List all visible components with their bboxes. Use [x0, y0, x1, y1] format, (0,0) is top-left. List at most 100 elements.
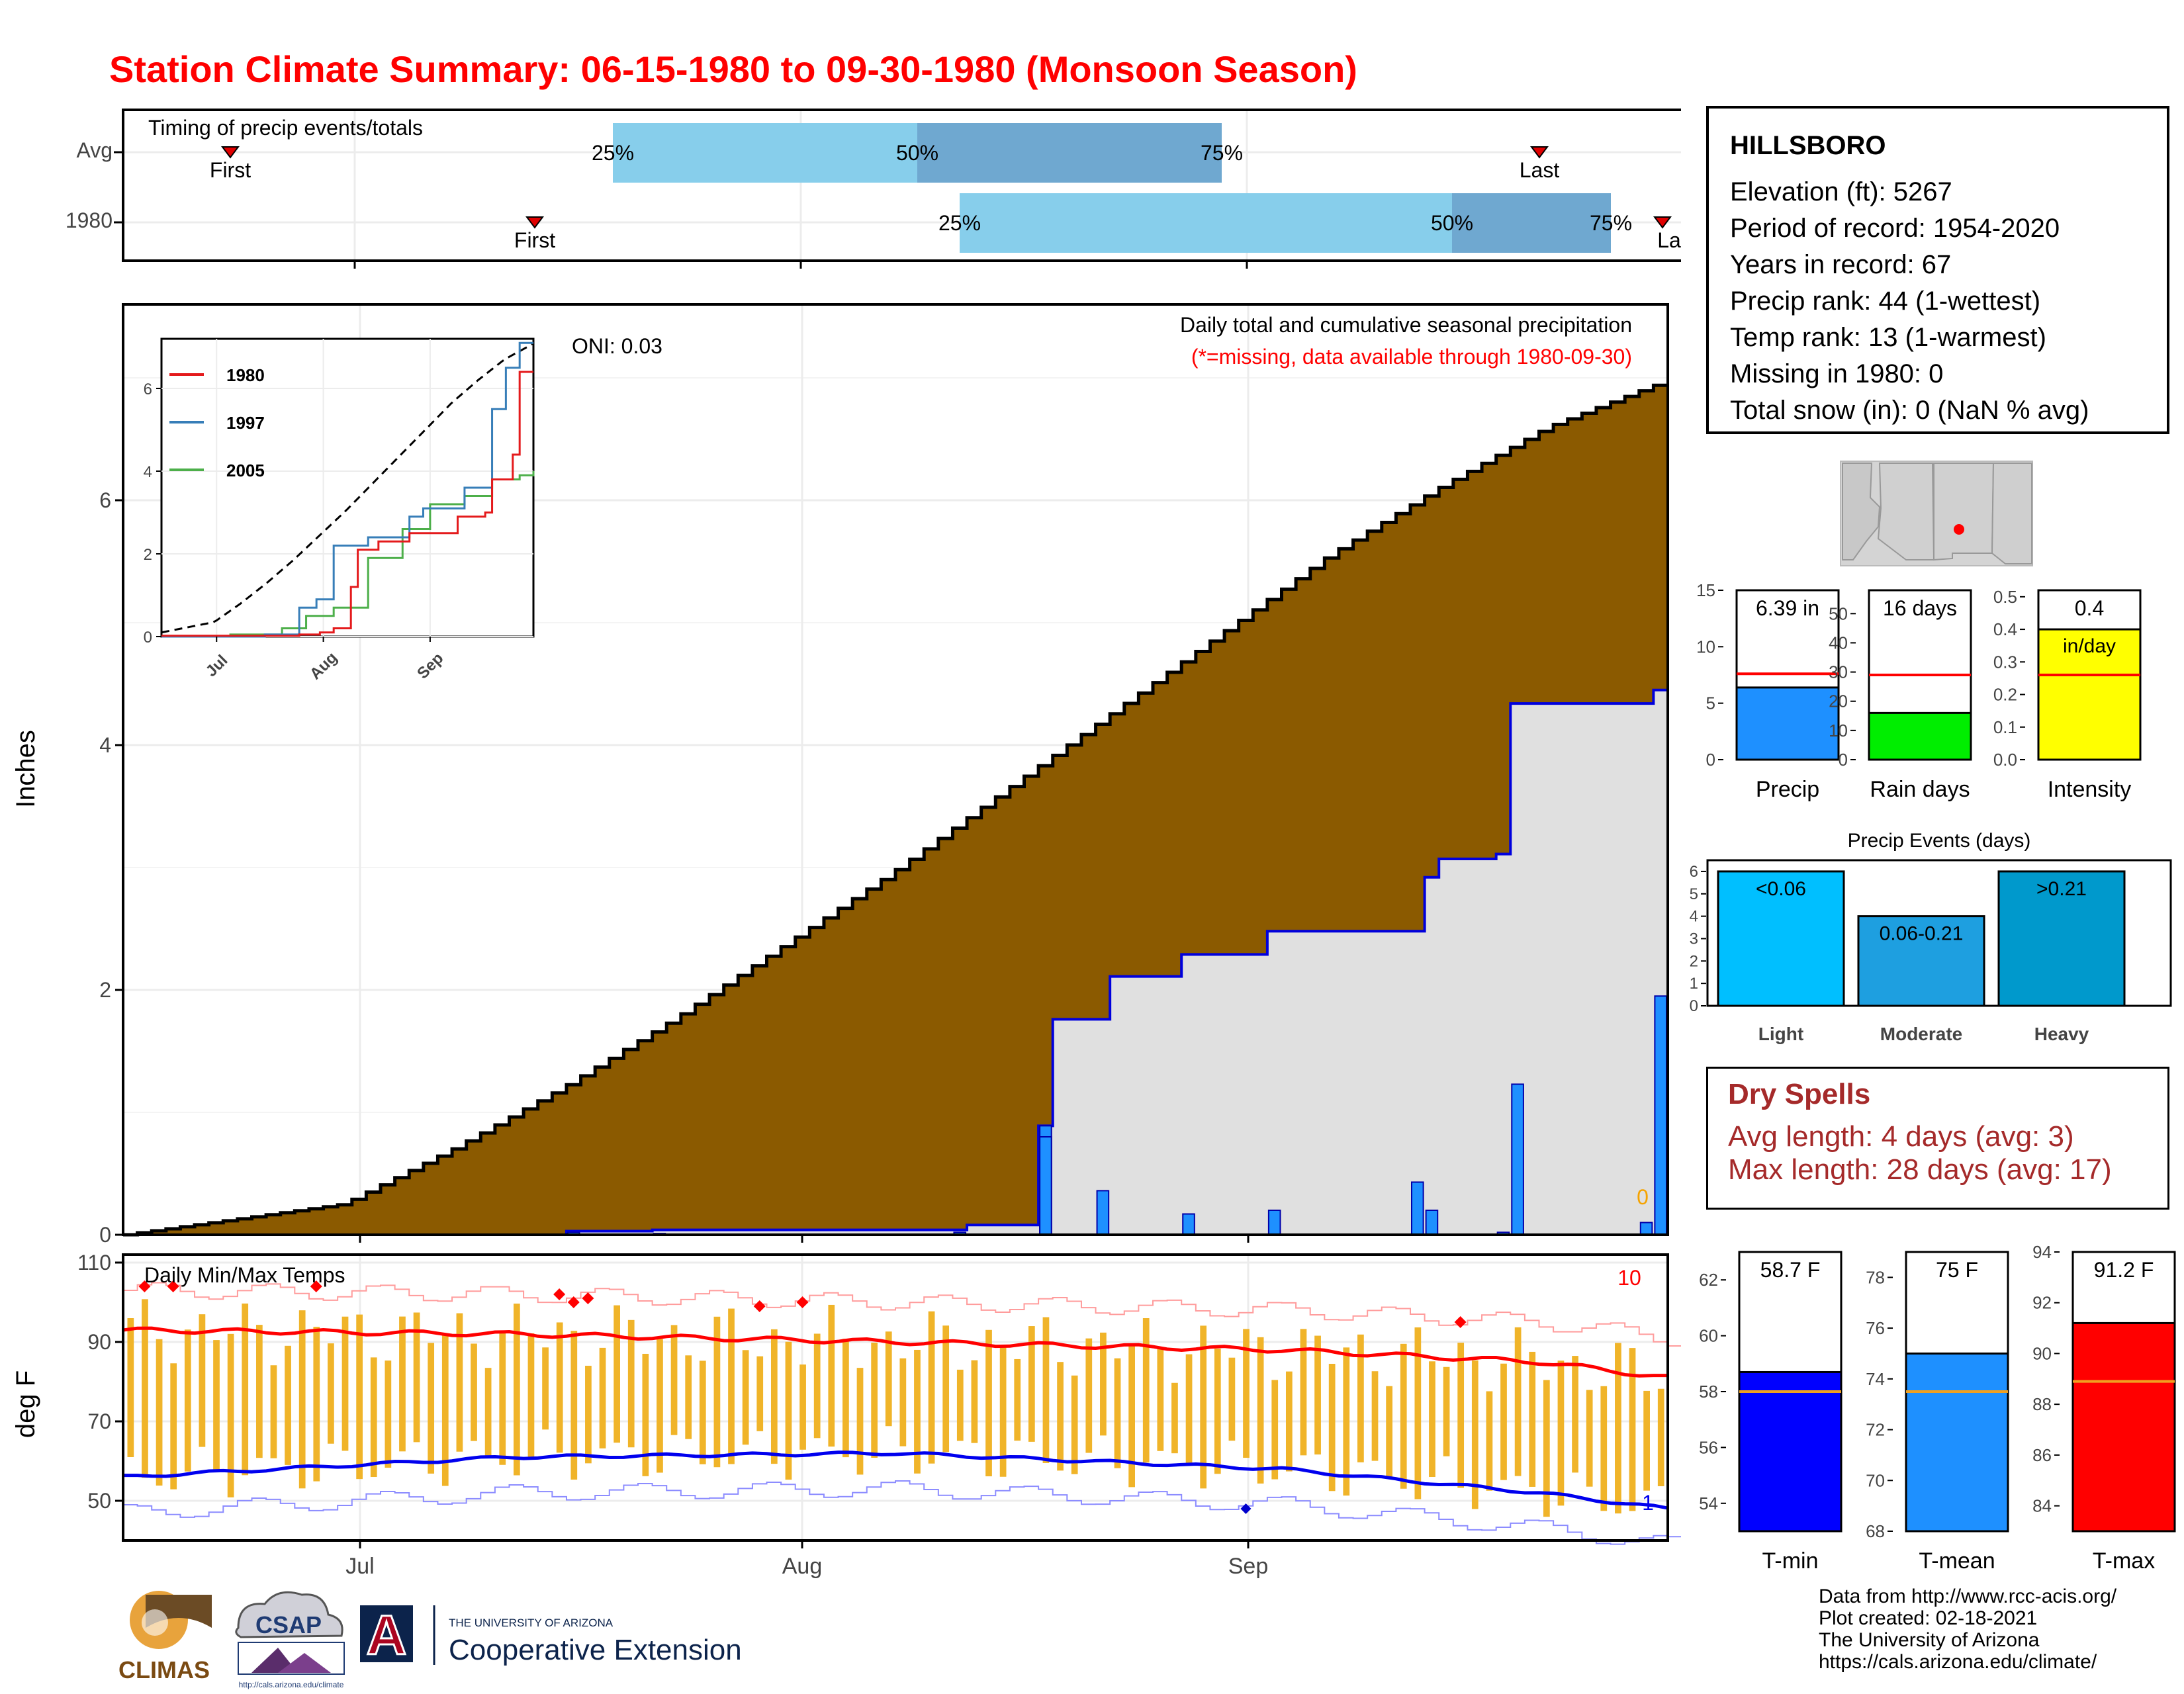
- daily-temp-bar: [813, 1333, 821, 1439]
- tmin-tick-label: 62: [1699, 1270, 1718, 1290]
- daily-temp-bar: [1300, 1329, 1307, 1456]
- tmax-avg-line: [122, 1326, 1668, 1378]
- timing-row-1980: 1980: [66, 208, 113, 232]
- inset-chart: 0 2 4 6 Jul Aug Sep 1980 1997 2005: [144, 337, 535, 683]
- y-tick-label: 0: [99, 1223, 111, 1247]
- avg-last-marker-icon: [1530, 146, 1549, 159]
- precip-chart-title: Daily total and cumulative seasonal prec…: [1180, 313, 1632, 337]
- daily-temp-bar: [471, 1343, 477, 1441]
- record-high-count: 10: [1617, 1266, 1641, 1290]
- daily-temp-bar: [1371, 1371, 1379, 1461]
- daily-precip-bar: [1267, 1210, 1281, 1235]
- station-info-box: HILLSBORO Elevation (ft): 5267 Period of …: [1706, 106, 2169, 434]
- daily-temp-bar: [756, 1356, 764, 1431]
- tmean-tick-label: 76: [1866, 1318, 1885, 1338]
- daily-temp-bar: [685, 1355, 692, 1439]
- daily-temp-bar: [1200, 1325, 1207, 1489]
- daily-temp-bar: [356, 1314, 363, 1480]
- logos: CLIMAS CSAP http://cals.arizona.edu/clim…: [118, 1591, 742, 1689]
- intensity-value: 0.4: [2075, 596, 2104, 620]
- daily-temp-bar: [1285, 1371, 1293, 1472]
- inset-x-label: Sep: [414, 649, 447, 682]
- tmax-tick-label: 86: [2032, 1445, 2052, 1465]
- daily-precip-bar: [1654, 995, 1668, 1235]
- daily-temp-bar: [742, 1350, 749, 1445]
- record-high-marker-icon: [1454, 1316, 1467, 1328]
- tmax-tick-label: 88: [2032, 1394, 2052, 1414]
- daily-temp-bar: [1500, 1363, 1507, 1480]
- ua-logo: A THE UNIVERSITY OF ARIZONA Cooperative …: [360, 1603, 742, 1668]
- tmean-bar: [1905, 1352, 2009, 1533]
- events-title: Precip Events (days): [1848, 830, 2031, 852]
- tmean-tick-label: 78: [1866, 1267, 1885, 1287]
- intensity-tick-label: 0.3: [1993, 652, 2017, 672]
- yr-range-bar: [960, 193, 1452, 253]
- daily-temp-bar: [1328, 1364, 1336, 1492]
- daily-temp-bar: [614, 1305, 620, 1443]
- station-info-line: Temp rank: 13 (1-warmest): [1730, 323, 2046, 352]
- daily-temp-bar: [1414, 1327, 1422, 1499]
- daily-temp-bar: [328, 1343, 334, 1444]
- daily-temp-bar: [828, 1304, 835, 1447]
- daily-temp-bar: [1257, 1337, 1264, 1484]
- daily-temp-bar: [1042, 1317, 1050, 1463]
- daily-precip-bar: [1511, 1083, 1524, 1235]
- daily-temp-bar: [499, 1330, 506, 1465]
- inset-y-label: 4: [144, 463, 152, 481]
- record-high-marker-icon: [167, 1280, 179, 1292]
- inset-y-label: 2: [144, 546, 152, 564]
- daily-temp-bar: [313, 1327, 320, 1482]
- daily-temp-bar: [428, 1343, 435, 1474]
- avg-pct-25: 25%: [592, 141, 634, 165]
- avg-pct-50: 50%: [896, 141, 938, 165]
- avg-last-label: Last: [1520, 158, 1560, 182]
- events-bar-label: >0.21: [2036, 878, 2087, 900]
- daily-temp-bar: [1457, 1343, 1465, 1488]
- precip-frame: [122, 303, 1669, 1236]
- footer-line: Plot created: 02-18-2021: [1819, 1607, 2038, 1629]
- daily-temp-bar: [899, 1358, 907, 1447]
- daily-temp-bar: [556, 1322, 563, 1453]
- precip-bar: [1735, 686, 1840, 761]
- tmax-xlabel: T-max: [2093, 1548, 2155, 1574]
- tmax-tick-label: 92: [2032, 1293, 2052, 1313]
- yr-last-marker-icon: [1653, 216, 1672, 229]
- tmin-tick-label: 54: [1699, 1493, 1718, 1513]
- precip-chart-subtitle: (*=missing, data available through 1980-…: [1191, 345, 1632, 369]
- dry-spells-avg: Avg length: 4 days (avg: 3): [1728, 1120, 2074, 1153]
- daily-temp-bar: [928, 1311, 935, 1464]
- daily-temp-bar: [1543, 1380, 1550, 1517]
- daily-temp-bar: [985, 1329, 992, 1477]
- daily-temp-bar: [785, 1341, 792, 1480]
- daily-temp-bar: [728, 1308, 735, 1464]
- y-tick-label: 6: [99, 488, 111, 512]
- inset-legend-1997: 1997: [226, 413, 265, 433]
- zero-count-label: 0: [1637, 1185, 1649, 1209]
- daily-temp-bar: [1486, 1391, 1493, 1491]
- daily-temp-bar: [856, 1368, 864, 1475]
- daily-precip-bar: [1425, 1210, 1439, 1235]
- csap-logo-text: CSAP: [255, 1611, 322, 1638]
- events-tick-label: 3: [1690, 930, 1698, 948]
- daily-temp-bar: [627, 1319, 635, 1448]
- tmax-value: 91.2 F: [2094, 1258, 2154, 1282]
- daily-temp-bar: [456, 1313, 463, 1452]
- tmean-value: 75 F: [1936, 1258, 1978, 1282]
- inset-legend-2005: 2005: [226, 461, 265, 480]
- events-bar-label: <0.06: [1756, 878, 1806, 900]
- tmean-tick-label: 70: [1866, 1470, 1885, 1490]
- daily-precip-bar: [1411, 1181, 1424, 1235]
- daily-temp-bar: [770, 1329, 778, 1464]
- timing-row-avg: Avg: [76, 138, 113, 162]
- record-high-marker-icon: [138, 1280, 151, 1292]
- y-tick-label: 2: [99, 978, 111, 1002]
- yr-pct-25: 25%: [938, 211, 981, 235]
- daily-temp-bar: [1157, 1349, 1164, 1451]
- daily-temp-bar: [999, 1345, 1007, 1477]
- raindays-xlabel: Rain days: [1870, 777, 1970, 802]
- daily-temp-bar: [213, 1340, 220, 1472]
- precip-tick-label: 5: [1706, 693, 1715, 713]
- daily-temp-bar: [914, 1349, 921, 1474]
- station-info-line: Period of record: 1954-2020: [1730, 214, 2060, 243]
